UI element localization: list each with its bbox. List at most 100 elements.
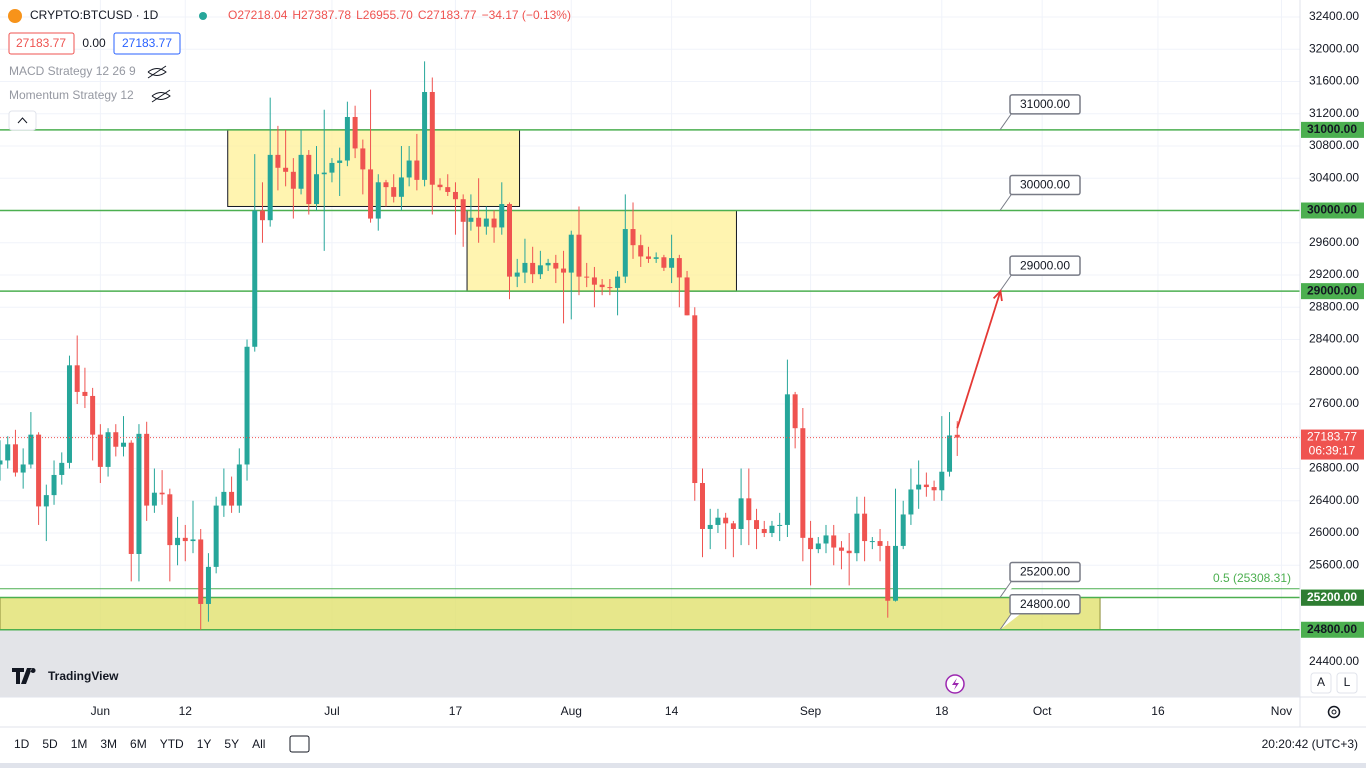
candle-body: [607, 287, 613, 289]
candle-body: [190, 539, 196, 542]
candle-body: [676, 258, 682, 278]
status-dot: [199, 12, 207, 20]
candle-body: [576, 234, 582, 277]
y-tick-label: 28000.00: [1309, 364, 1359, 378]
candle-body: [591, 277, 597, 285]
candle-body: [507, 204, 513, 277]
candle-body: [615, 276, 621, 288]
candle-body: [723, 517, 729, 524]
candle-body: [221, 491, 227, 506]
candle-body: [321, 172, 327, 175]
level-axis-label: 30000.00: [1307, 203, 1357, 217]
timeframe-button[interactable]: 5D: [42, 737, 58, 751]
candle-body: [954, 434, 960, 438]
candle-body: [360, 148, 366, 170]
candle-body: [452, 191, 458, 200]
level-callout[interactable]: [1009, 174, 1081, 196]
candle-body: [638, 245, 644, 257]
hide-icon[interactable]: [151, 89, 171, 103]
candle-body: [699, 483, 705, 529]
candle-body: [391, 187, 397, 197]
candle-body: [499, 204, 505, 228]
candle-body: [375, 182, 381, 219]
candle-body: [599, 284, 605, 288]
timeframe-button[interactable]: 3M: [100, 737, 117, 751]
y-tick-label: 30800.00: [1309, 138, 1359, 152]
candle-body: [151, 492, 157, 506]
candle-body: [784, 394, 790, 525]
timeframe-button[interactable]: 6M: [130, 737, 147, 751]
y-tick-label: 26800.00: [1309, 461, 1359, 475]
candle-body: [561, 268, 567, 273]
last-price-tag: [1301, 429, 1364, 460]
candle-body: [244, 346, 250, 465]
ohlc-value: O27218.04: [228, 8, 288, 22]
x-tick-label: 18: [935, 704, 949, 718]
collapse-icon: [17, 117, 28, 124]
candle-body: [290, 171, 296, 189]
axis-button-label: A: [1317, 675, 1325, 689]
candle-body: [74, 365, 80, 392]
hide-icon[interactable]: [147, 65, 167, 79]
candle-body: [514, 272, 520, 277]
candle-body: [97, 434, 103, 467]
level-callout-label: 31000.00: [1020, 97, 1070, 111]
candle-body: [252, 210, 258, 347]
level-callout[interactable]: [1009, 255, 1081, 276]
candle-body: [885, 545, 891, 601]
timeframe-button[interactable]: 1M: [71, 737, 88, 751]
level-axis-label: 29000.00: [1307, 283, 1357, 297]
candle-body: [298, 154, 304, 189]
level-axis-tag: [1301, 621, 1364, 638]
candle-body: [90, 395, 96, 435]
sell-box[interactable]: [8, 32, 75, 55]
level-callout-label: 30000.00: [1020, 178, 1070, 192]
date-range-icon[interactable]: [289, 735, 310, 753]
timeframe-button[interactable]: 5Y: [224, 737, 239, 751]
axis-button[interactable]: [1336, 672, 1358, 694]
candle-body: [730, 523, 736, 529]
indicator-momentum[interactable]: Momentum Strategy 12: [9, 88, 134, 102]
buy-price: 27183.77: [122, 36, 172, 50]
candle-body: [460, 199, 466, 222]
candle-body: [36, 434, 42, 507]
indicator-macd[interactable]: MACD Strategy 12 26 9: [9, 64, 136, 78]
candle-body: [182, 537, 188, 542]
candle-body: [28, 434, 34, 465]
candle-body: [483, 218, 489, 227]
candle-body: [537, 265, 543, 275]
candle-body: [259, 210, 265, 221]
timeframe-button[interactable]: YTD: [160, 737, 184, 751]
buy-box[interactable]: [113, 32, 181, 55]
settings-icon[interactable]: [1327, 705, 1341, 719]
collapse-button[interactable]: [8, 110, 37, 131]
timeframe-button[interactable]: 1D: [14, 737, 30, 751]
y-tick-label: 26000.00: [1309, 525, 1359, 539]
level-axis-label: 31000.00: [1307, 122, 1357, 136]
candle-body: [568, 234, 574, 273]
level-callout[interactable]: [1009, 561, 1081, 583]
axis-button[interactable]: [1310, 672, 1332, 694]
y-tick-label: 31200.00: [1309, 106, 1359, 120]
level-callout[interactable]: [1009, 94, 1081, 115]
ohlc-value: C27183.77: [418, 8, 477, 22]
fib-axis-label: 25200.00: [1307, 590, 1357, 604]
timeframe-button[interactable]: 1Y: [197, 737, 212, 751]
candle-body: [267, 154, 273, 221]
bottom-strip: [0, 763, 1366, 768]
candle-body: [5, 444, 11, 461]
y-tick-label: 24400.00: [1309, 654, 1359, 668]
candle-body: [422, 91, 428, 180]
level-axis-tag: [1301, 202, 1364, 219]
candle-body: [59, 462, 65, 475]
candle-body: [329, 162, 335, 173]
candle-body: [862, 513, 868, 542]
candle-body: [823, 535, 829, 544]
zone-box: [0, 597, 1101, 631]
candle-body: [283, 167, 289, 172]
timeframe-button[interactable]: All: [252, 737, 265, 751]
event-bolt: [952, 678, 959, 690]
x-tick-label: Jul: [324, 704, 339, 718]
level-callout[interactable]: [1009, 594, 1081, 615]
candle-body: [869, 541, 875, 543]
